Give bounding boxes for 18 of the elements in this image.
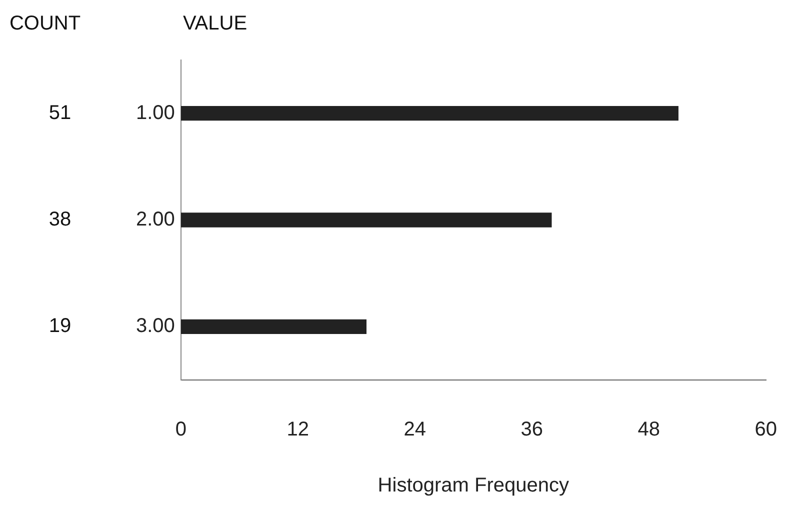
data-label: 51 bbox=[48, 102, 72, 124]
x-tick-label: 12 bbox=[286, 418, 310, 441]
y-tick-label: 2.00 bbox=[136, 208, 175, 231]
x-tick-label: 0 bbox=[175, 418, 186, 441]
data-label: 19 bbox=[48, 315, 72, 338]
data-label: 38 bbox=[48, 208, 72, 231]
text: VALUE bbox=[182, 12, 248, 35]
x-tick-label: 24 bbox=[404, 418, 426, 441]
x-tick-label: 60 bbox=[754, 418, 777, 441]
bar bbox=[180, 212, 552, 228]
bar bbox=[180, 319, 366, 334]
x-axis-title: Histogram Frequency bbox=[378, 474, 569, 497]
y-tick-label: 1.00 bbox=[136, 102, 175, 124]
bar bbox=[180, 106, 678, 121]
y-tick-label: 3.00 bbox=[136, 315, 175, 338]
x-tick-label: 36 bbox=[520, 418, 544, 441]
text: COUNT bbox=[9, 12, 81, 35]
x-tick-label: 48 bbox=[638, 418, 660, 441]
